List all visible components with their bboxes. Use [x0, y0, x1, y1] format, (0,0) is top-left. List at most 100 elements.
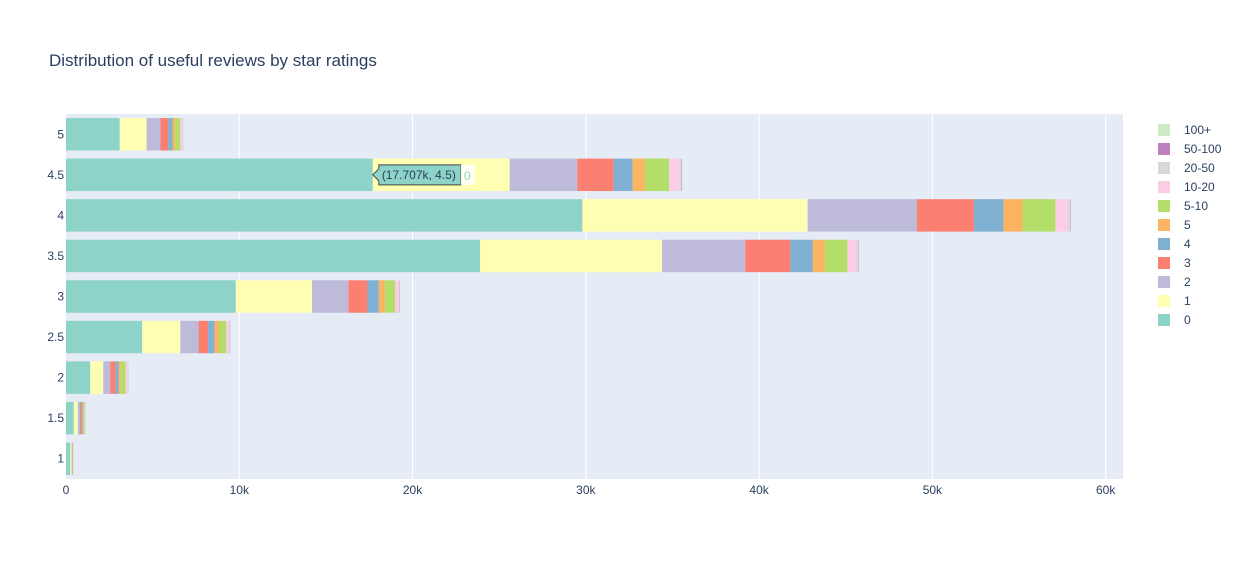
bar-segment[interactable] [120, 361, 126, 394]
bar-segment[interactable] [856, 239, 859, 273]
bar-segment[interactable] [84, 401, 86, 435]
bar-segment[interactable] [807, 199, 917, 232]
bar-segment[interactable] [125, 361, 128, 394]
bar-segment[interactable] [66, 239, 481, 273]
legend-item[interactable]: 10-20 [1158, 180, 1215, 194]
bar-segment[interactable] [790, 239, 813, 273]
bar-segment[interactable] [824, 239, 848, 273]
bar-segment[interactable] [312, 280, 349, 313]
bar-segment[interactable] [662, 239, 746, 273]
bar-segment[interactable] [214, 320, 220, 354]
bar-segment[interactable] [378, 280, 385, 313]
bar-segment[interactable] [916, 199, 974, 232]
bar-segment[interactable] [226, 320, 229, 354]
y-tick-label: 1.5 [47, 411, 64, 425]
bar-segment[interactable] [613, 158, 633, 192]
bar-segment[interactable] [66, 361, 91, 394]
bar-segment[interactable] [168, 118, 173, 151]
bar-segment[interactable] [115, 361, 119, 394]
bar-segment[interactable] [669, 158, 680, 192]
bar-segment[interactable] [127, 361, 129, 394]
bar-segment[interactable] [509, 158, 578, 192]
legend-item[interactable]: 100+ [1158, 123, 1211, 137]
x-tick-label: 30k [576, 483, 596, 497]
bar-segment[interactable] [973, 199, 1004, 232]
legend-item[interactable]: 20-50 [1158, 161, 1215, 175]
bar-segment[interactable] [1022, 199, 1056, 232]
bar-segment[interactable] [812, 239, 825, 273]
bar-segment[interactable] [219, 320, 227, 354]
bar-segment[interactable] [1003, 199, 1023, 232]
bar-segment[interactable] [66, 401, 74, 435]
y-axis: 1 1.5 2 2.5 3 3.5 4 4.5 5 [47, 127, 64, 465]
bar-segment[interactable] [81, 401, 83, 435]
bar-segment[interactable] [146, 118, 161, 151]
y-tick-label: 2.5 [47, 330, 64, 344]
bar-segment[interactable] [118, 361, 121, 394]
bar-segment[interactable] [208, 320, 215, 354]
bar-segment[interactable] [367, 280, 379, 313]
bar-segment[interactable] [180, 320, 199, 354]
bar-segment[interactable] [228, 320, 230, 354]
bar-segment[interactable] [142, 320, 181, 354]
bar-segment[interactable] [66, 199, 583, 232]
bar-segment[interactable] [175, 118, 181, 151]
bar-segment[interactable] [180, 118, 183, 151]
bar-segment[interactable] [582, 199, 808, 232]
bar-segment[interactable] [198, 320, 209, 354]
bar-segment[interactable] [80, 401, 82, 435]
legend-item[interactable]: 50-100 [1158, 142, 1222, 156]
legend-item[interactable]: 5 [1158, 218, 1191, 232]
bar-segment[interactable] [83, 401, 85, 435]
bar-segment[interactable] [395, 280, 399, 313]
legend-label: 4 [1184, 237, 1191, 251]
bar-segment[interactable] [77, 401, 81, 435]
chart-title: Distribution of useful reviews by star r… [49, 51, 377, 70]
legend-item[interactable]: 1 [1158, 294, 1191, 308]
bar-segment[interactable] [577, 158, 614, 192]
bar-segment[interactable] [66, 158, 373, 192]
bar-segment[interactable] [103, 361, 111, 394]
bar-segment[interactable] [398, 280, 400, 313]
bar-segment[interactable] [384, 280, 396, 313]
bar-segment[interactable] [90, 361, 104, 394]
legend-item[interactable]: 0 [1158, 313, 1191, 327]
bar-segment[interactable] [172, 118, 176, 151]
bar-segment[interactable] [1055, 199, 1068, 232]
bar-segment[interactable] [82, 401, 84, 435]
tooltip-trail-bg [460, 164, 475, 185]
bar-segment[interactable] [644, 158, 670, 192]
bar-segment[interactable] [745, 239, 791, 273]
y-tick-label: 3.5 [47, 249, 64, 263]
legend-label: 100+ [1184, 123, 1211, 137]
legend-item[interactable]: 4 [1158, 237, 1191, 251]
bar-segment[interactable] [1070, 199, 1071, 232]
bar-segment[interactable] [73, 401, 78, 435]
bar-segment[interactable] [679, 158, 682, 192]
bar-segment[interactable] [66, 320, 143, 354]
legend[interactable]: 100+ 50-100 20-50 10-20 5-10 5 4 3 2 1 0 [1158, 123, 1222, 327]
legend-item[interactable]: 2 [1158, 275, 1191, 289]
bar-segment[interactable] [71, 442, 73, 475]
bar-segment[interactable] [160, 118, 169, 151]
bar-segment[interactable] [110, 361, 116, 394]
x-tick-label: 60k [1096, 483, 1116, 497]
bar-segment[interactable] [70, 442, 72, 475]
bars[interactable] [66, 118, 1071, 475]
legend-item[interactable]: 5-10 [1158, 199, 1208, 213]
legend-item[interactable]: 3 [1158, 256, 1191, 270]
bar-segment[interactable] [66, 118, 120, 151]
bar-segment[interactable] [847, 239, 857, 273]
bar-segment[interactable] [632, 158, 645, 192]
bar-segment[interactable] [1067, 199, 1071, 232]
bar-segment[interactable] [66, 280, 236, 313]
bar-segment[interactable] [348, 280, 368, 313]
legend-swatch [1158, 276, 1170, 288]
bar-segment[interactable] [480, 239, 663, 273]
bar-segment[interactable] [66, 442, 71, 475]
legend-swatch [1158, 219, 1170, 231]
bar-segment[interactable] [119, 118, 147, 151]
bar-segment[interactable] [182, 118, 183, 151]
bar-segment[interactable] [235, 280, 313, 313]
